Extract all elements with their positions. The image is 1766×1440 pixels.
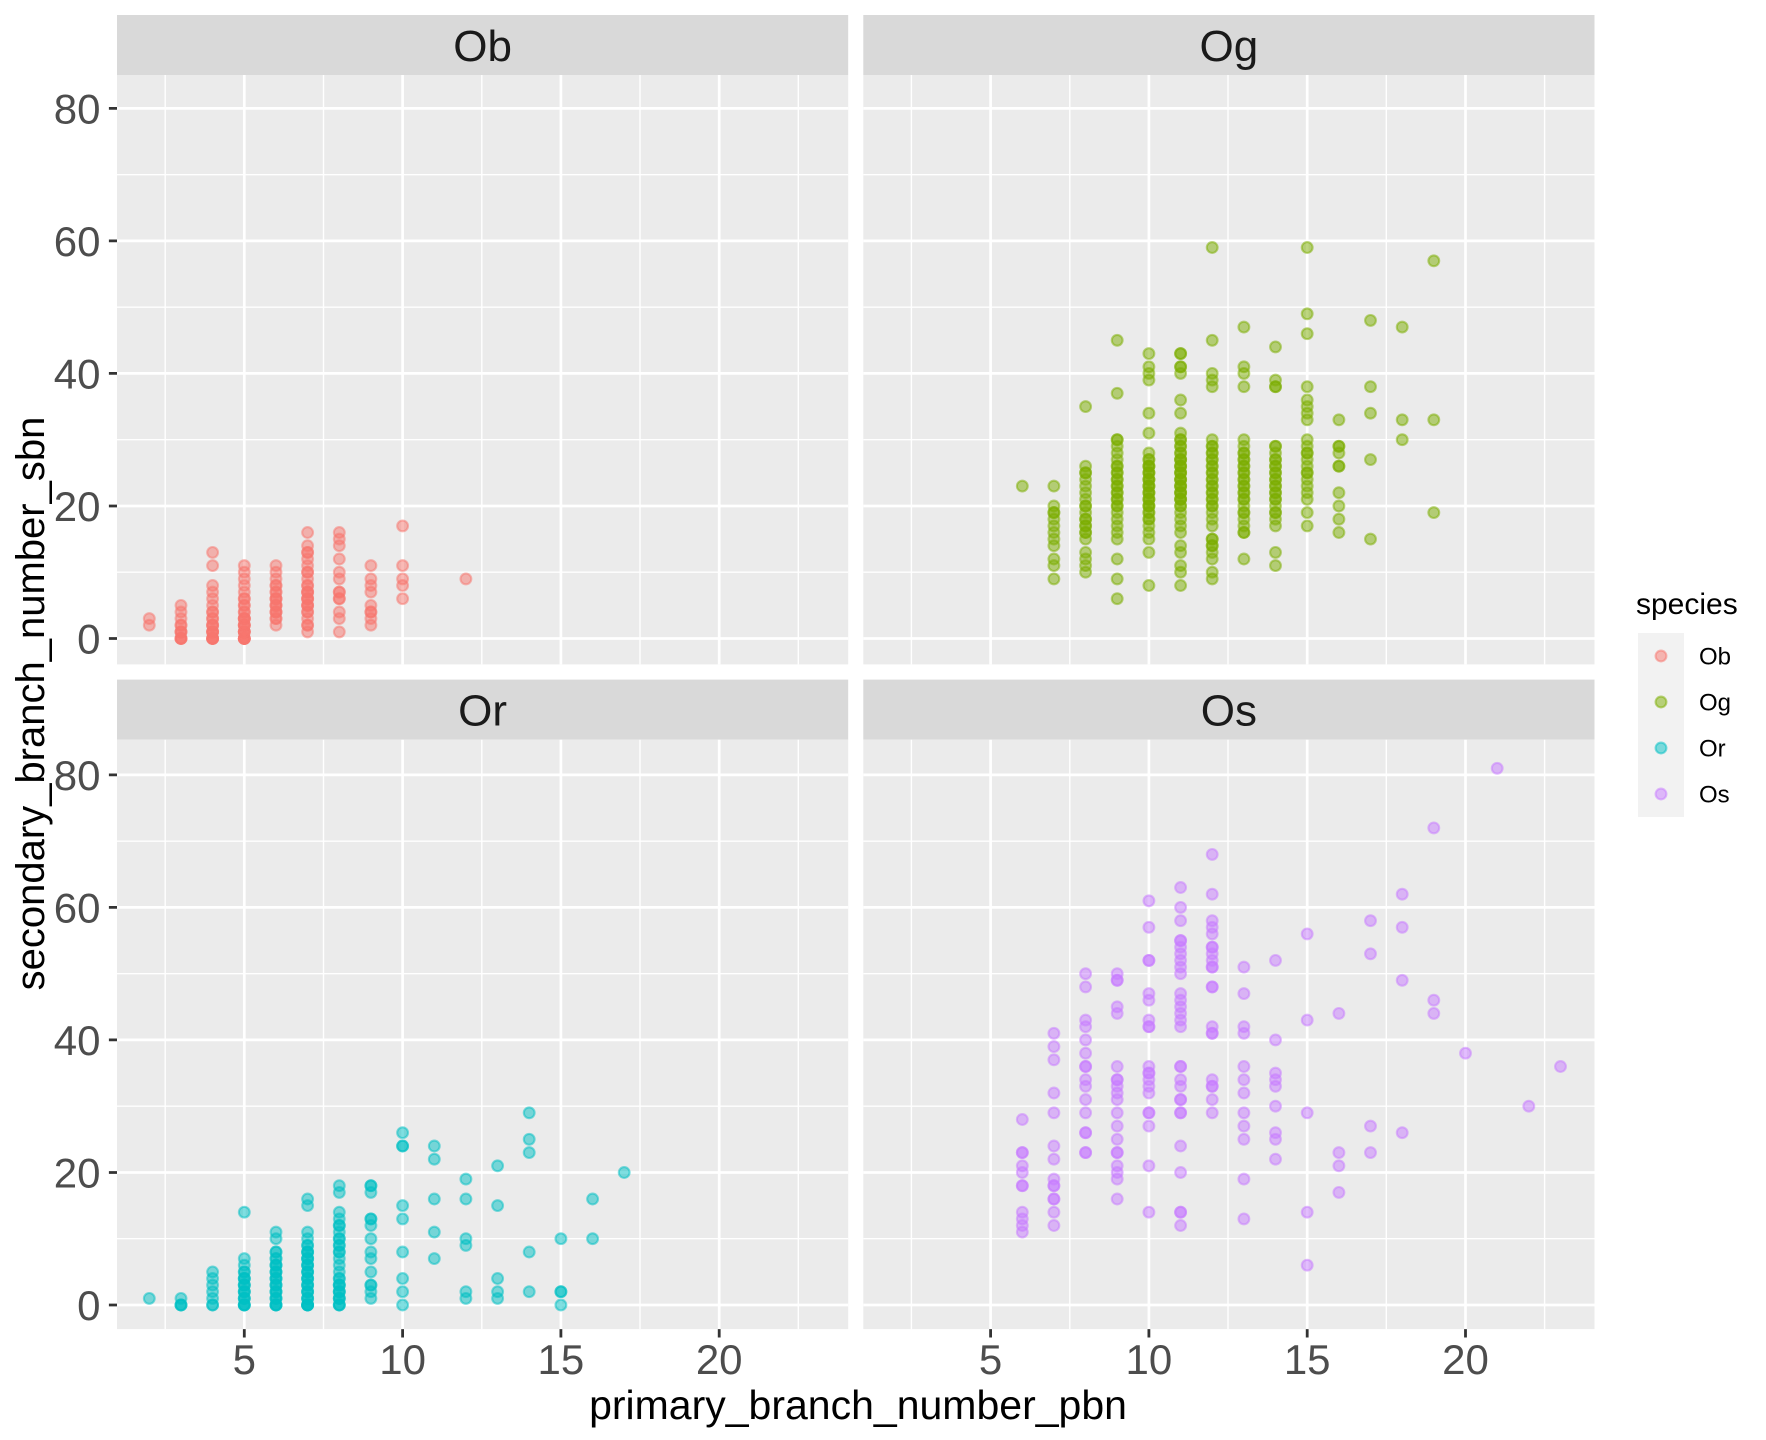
svg-text:0: 0 [77, 616, 100, 663]
svg-text:0: 0 [77, 1282, 100, 1329]
svg-text:primary_branch_number_pbn: primary_branch_number_pbn [589, 1382, 1127, 1428]
svg-text:species: species [1636, 588, 1738, 621]
svg-text:Og: Og [1699, 690, 1731, 717]
svg-text:80: 80 [54, 752, 101, 799]
svg-text:Og: Og [1200, 22, 1259, 71]
svg-text:Ob: Ob [453, 22, 512, 71]
svg-text:20: 20 [54, 1150, 101, 1197]
svg-text:Os: Os [1201, 687, 1257, 736]
svg-text:60: 60 [54, 218, 101, 265]
svg-text:80: 80 [54, 85, 101, 132]
svg-text:5: 5 [233, 1336, 256, 1383]
svg-text:5: 5 [979, 1336, 1002, 1383]
svg-text:40: 40 [54, 1017, 101, 1064]
svg-text:20: 20 [696, 1336, 743, 1383]
svg-text:10: 10 [379, 1336, 426, 1383]
svg-text:40: 40 [54, 350, 101, 397]
svg-text:Ob: Ob [1699, 644, 1731, 671]
svg-text:20: 20 [54, 483, 101, 530]
svg-text:60: 60 [54, 884, 101, 931]
svg-text:15: 15 [538, 1336, 585, 1383]
svg-text:Or: Or [458, 687, 507, 736]
svg-text:20: 20 [1442, 1336, 1489, 1383]
svg-text:Os: Os [1699, 782, 1730, 809]
svg-text:secondary_branch_number_sbn: secondary_branch_number_sbn [9, 417, 53, 991]
svg-text:15: 15 [1284, 1336, 1331, 1383]
svg-text:Or: Or [1699, 736, 1726, 763]
svg-text:10: 10 [1126, 1336, 1173, 1383]
